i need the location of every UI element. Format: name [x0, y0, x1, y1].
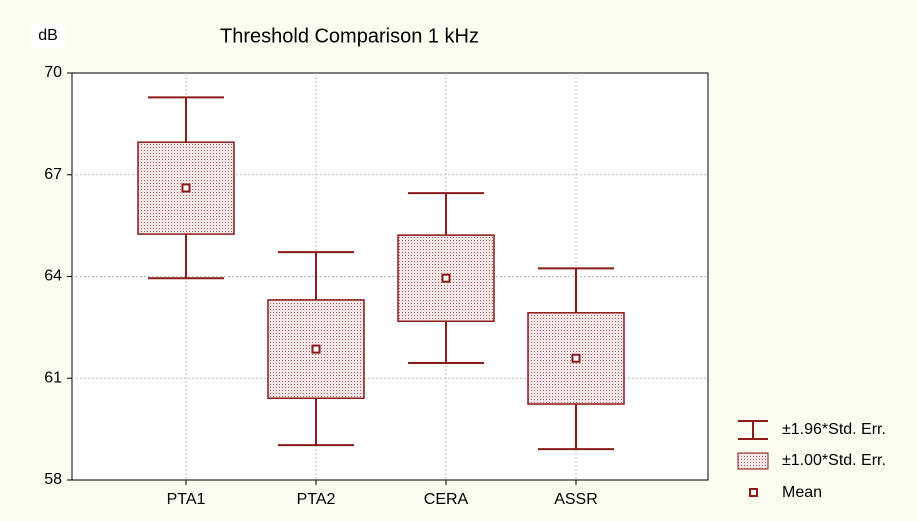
x-tick-label: ASSR [554, 491, 598, 508]
y-tick-label: 61 [44, 369, 62, 386]
legend-whisker [738, 420, 768, 440]
x-tick-label: PTA2 [297, 491, 336, 508]
x-tick-label: CERA [424, 491, 469, 508]
y-tick-label: 58 [44, 471, 62, 488]
mean [181, 183, 191, 193]
y-label-box [30, 24, 66, 48]
y-tick-label: 67 [44, 166, 62, 183]
legend-label: ±1.00*Std. Err. [782, 452, 886, 469]
mean [441, 273, 451, 283]
y-axis-label: dB [38, 27, 58, 44]
legend-label: ±1.96*Std. Err. [782, 421, 886, 438]
chart-title: Threshold Comparison 1 kHz [220, 25, 479, 47]
legend-box [737, 452, 769, 470]
y-tick-label: 64 [44, 268, 62, 285]
mean [311, 344, 321, 354]
y-tick-label: 70 [44, 64, 62, 81]
legend-mean [749, 488, 758, 497]
mean [571, 353, 581, 363]
legend-label: Mean [782, 484, 822, 501]
x-tick-label: PTA1 [167, 491, 206, 508]
